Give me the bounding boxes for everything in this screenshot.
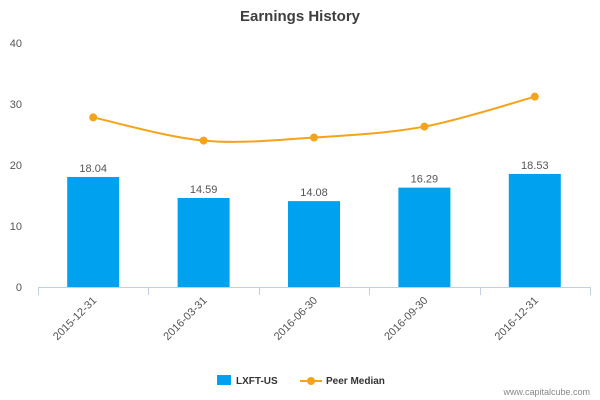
peer-median-point <box>310 133 318 142</box>
x-tick-label: 2016-06-30 <box>272 295 320 343</box>
y-axis: 0 10 20 30 40 <box>10 38 22 294</box>
x-tick-label: 2016-09-30 <box>382 295 430 343</box>
peer-median-point <box>199 136 208 145</box>
bar <box>177 198 230 287</box>
bar-series-lxft <box>67 173 561 287</box>
bar-data-label: 18.04 <box>79 163 107 175</box>
legend[interactable]: LXFT-US Peer Median <box>217 375 385 387</box>
x-tick-label: 2016-12-31 <box>493 295 541 343</box>
x-tick-label: 2016-03-31 <box>161 295 209 343</box>
legend-marker-peer-median <box>307 377 315 385</box>
x-tick-label: 2015-12-31 <box>51 295 99 343</box>
legend-swatch-lxft <box>217 375 231 385</box>
credit-text[interactable]: www.capitalcube.com <box>502 387 590 397</box>
peer-median-point <box>530 92 539 101</box>
bar <box>288 201 340 287</box>
y-tick-label: 30 <box>10 99 22 111</box>
bar-data-labels: 18.04 14.59 14.08 16.29 18.53 <box>79 160 548 199</box>
y-tick-label: 10 <box>10 221 22 233</box>
legend-label-lxft: LXFT-US <box>236 376 278 387</box>
bar-data-label: 14.08 <box>300 187 328 199</box>
x-axis: 2015-12-31 2016-03-31 2016-06-30 2016-09-30… <box>38 287 591 343</box>
y-tick-label: 40 <box>10 38 22 50</box>
peer-median-point <box>89 113 98 122</box>
y-tick-label: 0 <box>16 282 22 294</box>
bar <box>398 187 451 287</box>
bar-data-label: 16.29 <box>411 174 439 186</box>
line-series-peer-median <box>89 92 539 145</box>
bar <box>67 176 120 287</box>
y-tick-label: 20 <box>10 160 22 172</box>
chart-title: Earnings History <box>240 8 361 25</box>
bar-data-label: 18.53 <box>521 160 549 172</box>
peer-median-point <box>420 122 429 131</box>
bar-data-label: 14.59 <box>190 184 218 196</box>
legend-label-peer-median: Peer Median <box>326 376 385 387</box>
bar <box>508 173 561 287</box>
